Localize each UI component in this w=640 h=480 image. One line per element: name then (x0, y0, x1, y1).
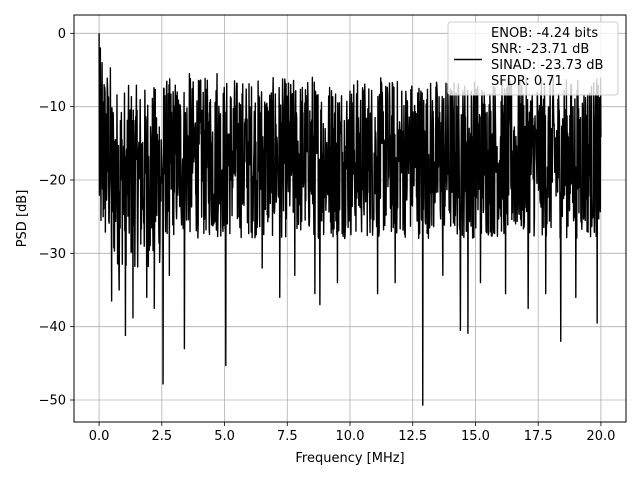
legend-entry-line: SNR: -23.71 dB (491, 42, 589, 57)
y-tick-label: −20 (39, 174, 66, 189)
x-tick-label: 10.0 (336, 429, 365, 444)
y-tick-label: −40 (39, 320, 66, 335)
legend-box (447, 21, 619, 96)
y-tick-label: −10 (39, 100, 66, 115)
y-tick-label: −50 (39, 394, 66, 409)
x-tick-label: 2.5 (151, 429, 172, 444)
series-group (98, 33, 602, 406)
legend-entry-line: SINAD: -23.73 dB (491, 58, 603, 73)
x-tick-label: 12.5 (398, 429, 427, 444)
x-axis-label: Frequency [MHz] (295, 451, 404, 466)
y-axis-label: PSD [dB] (15, 190, 30, 248)
x-tick-label: 7.5 (277, 429, 298, 444)
x-tick-label: 5.0 (214, 429, 235, 444)
x-tick-label: 20.0 (586, 429, 615, 444)
psd-trace (98, 33, 602, 406)
x-tick-label: 17.5 (524, 429, 553, 444)
y-axis-ticks: 0 −10 −20 −30 −40 −50 (39, 27, 74, 409)
legend-entry-line: ENOB: -4.24 bits (491, 26, 598, 41)
plot-area (98, 33, 602, 406)
x-tick-label: 0.0 (89, 429, 110, 444)
x-tick-label: 15.0 (461, 429, 490, 444)
x-axis-ticks: 0.0 2.5 5.0 7.5 10.0 12.5 15.0 17.5 20.0 (89, 422, 615, 444)
y-tick-label: −30 (39, 247, 66, 262)
y-tick-label: 0 (58, 27, 66, 42)
legend-entry-line: SFDR: 0.71 (491, 74, 563, 89)
